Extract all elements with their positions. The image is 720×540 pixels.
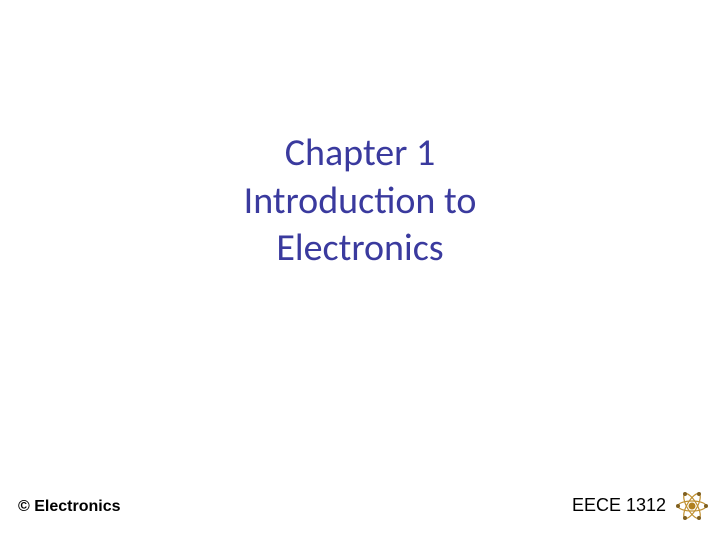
slide-title: Chapter 1 Introduction to Electronics [244,130,477,273]
atom-icon [676,490,708,522]
title-line-3: Electronics [244,225,477,273]
title-line-2: Introduction to [244,178,477,226]
footer-course-code: EECE 1312 [572,495,666,516]
title-line-1: Chapter 1 [244,130,477,178]
footer-copyright: © Electronics [18,498,121,516]
